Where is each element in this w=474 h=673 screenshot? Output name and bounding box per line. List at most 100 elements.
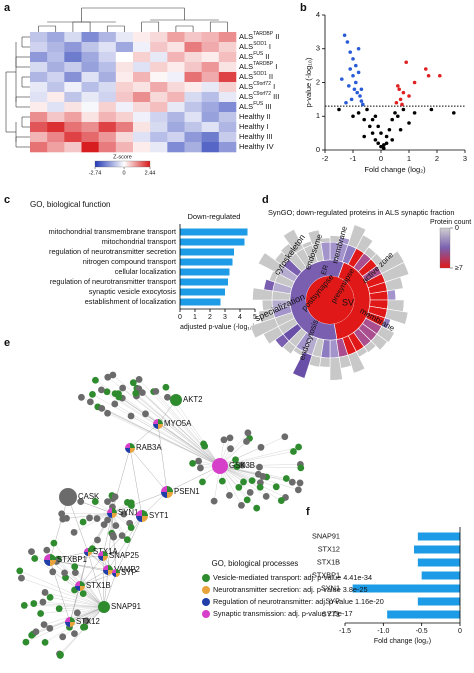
data-point xyxy=(365,107,369,112)
node xyxy=(243,438,250,445)
edge xyxy=(67,496,89,553)
edge xyxy=(129,423,159,449)
edge xyxy=(50,597,105,608)
heatmap-cell xyxy=(150,42,168,53)
heatmap-cell xyxy=(81,42,99,53)
hub-node-slice xyxy=(112,569,116,573)
data-point xyxy=(407,94,411,98)
heatmap-cell xyxy=(115,112,134,123)
bar xyxy=(180,268,230,276)
data-point xyxy=(356,70,361,75)
node xyxy=(89,390,96,398)
row-label: ALSTARDBP I xyxy=(239,61,277,71)
node xyxy=(118,532,126,540)
category-label: SYP xyxy=(325,596,340,605)
data-point xyxy=(376,141,381,146)
node xyxy=(70,528,78,536)
heatmap-cell xyxy=(81,62,99,73)
node xyxy=(58,510,66,518)
node xyxy=(142,410,149,418)
heatmap-cell xyxy=(218,92,237,103)
bar xyxy=(387,610,460,619)
row-label-text: ALS xyxy=(239,72,253,81)
edge xyxy=(219,465,299,490)
heatmap-cell xyxy=(47,112,65,123)
legend-swatch xyxy=(202,586,210,594)
heatmap-cell xyxy=(47,52,65,63)
panel-label: b xyxy=(300,2,307,14)
node xyxy=(112,522,120,530)
panel-label: f xyxy=(306,506,310,518)
edge xyxy=(115,515,143,574)
data-point xyxy=(390,117,395,122)
heatmap-cell xyxy=(201,82,220,93)
edge xyxy=(87,551,105,608)
heatmap-cell xyxy=(30,112,48,123)
heatmap-cell xyxy=(81,92,99,103)
heatmap-cell xyxy=(218,112,237,123)
heatmap-cell xyxy=(98,122,117,133)
node xyxy=(71,563,79,571)
node xyxy=(120,510,128,518)
x-tick-label: 1 xyxy=(407,154,411,163)
heatmap-cell xyxy=(150,62,168,73)
node xyxy=(295,443,302,451)
edge xyxy=(155,391,221,467)
row-label-text: ALS xyxy=(239,52,253,61)
heatmap-cell xyxy=(98,42,117,53)
node xyxy=(152,388,160,395)
node xyxy=(281,433,289,441)
data-point xyxy=(387,127,392,132)
data-point xyxy=(424,67,428,71)
heatmap-cell xyxy=(115,42,134,53)
node xyxy=(110,533,118,541)
row-label-suffix: I xyxy=(271,82,275,91)
node-label: GSK3B xyxy=(229,461,255,470)
row-label: ALSFUS III xyxy=(239,101,272,111)
row-label-sup: TARDBP xyxy=(253,31,274,37)
data-point xyxy=(398,97,403,102)
node xyxy=(71,569,79,577)
node xyxy=(197,464,204,472)
node xyxy=(37,610,45,617)
heatmap-cell xyxy=(47,32,65,43)
chart-title: GO, biological function xyxy=(30,200,111,209)
data-point xyxy=(348,67,353,71)
data-point xyxy=(438,73,442,78)
node xyxy=(256,483,264,491)
hub-node-slice xyxy=(98,556,103,561)
edge xyxy=(74,566,105,608)
node xyxy=(162,383,170,391)
node xyxy=(296,479,304,487)
heatmap-cell xyxy=(184,132,202,143)
legend-label: Vesicle-mediated transport: adj. p-value… xyxy=(213,573,372,582)
heatmap-cell xyxy=(133,132,151,143)
color-scale xyxy=(439,227,451,269)
x-axis-label: Fold change (log₂) xyxy=(374,638,431,645)
hub-node-slice xyxy=(116,569,120,573)
node xyxy=(71,630,78,638)
heatmap-cell xyxy=(133,112,151,123)
data-point xyxy=(351,114,355,119)
heatmap-cell xyxy=(218,132,237,143)
sunburst-segment xyxy=(319,237,331,244)
data-point xyxy=(355,90,360,95)
hub-node-slice xyxy=(103,565,108,570)
row-label: Healthy I xyxy=(239,122,269,131)
node xyxy=(199,478,206,486)
y-axis-label: p-value (-log₁₀) xyxy=(304,57,313,107)
heatmap-cell xyxy=(64,32,82,43)
node-label: SYT1 xyxy=(149,511,169,520)
node xyxy=(16,567,24,575)
y-tick-label: 1 xyxy=(316,111,320,120)
data-point xyxy=(359,87,364,92)
heatmap-cell xyxy=(30,42,48,53)
row-label-sup: SOD1 xyxy=(253,41,267,47)
hub-node-slice xyxy=(107,508,112,513)
heatmap-cell xyxy=(218,32,237,43)
node xyxy=(56,652,64,659)
hub-node-slice xyxy=(98,551,103,556)
category-label: STX1B xyxy=(317,557,340,566)
node-label: SNAP25 xyxy=(109,551,140,560)
